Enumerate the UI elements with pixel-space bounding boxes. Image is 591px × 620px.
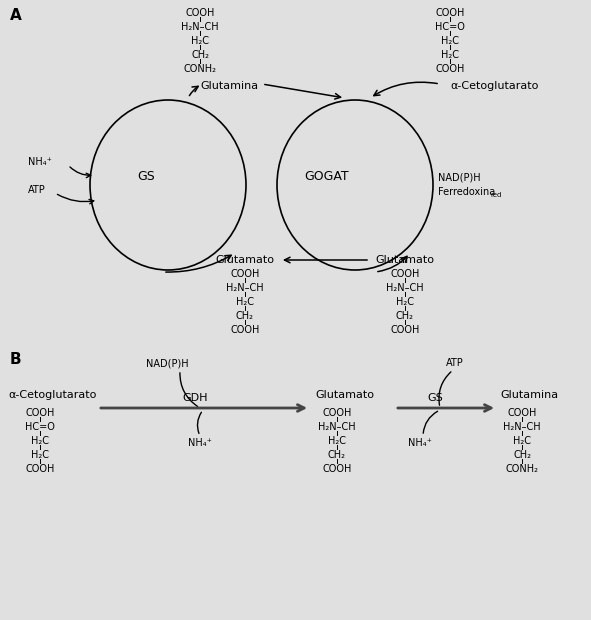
Text: H₂C: H₂C bbox=[31, 436, 49, 446]
Text: H₂C: H₂C bbox=[396, 297, 414, 307]
Text: NAD(P)H: NAD(P)H bbox=[146, 358, 189, 368]
Text: GDH: GDH bbox=[182, 393, 208, 403]
Text: NAD(P)H: NAD(P)H bbox=[438, 172, 480, 182]
Text: H₂C: H₂C bbox=[191, 36, 209, 46]
Text: Glutamina: Glutamina bbox=[500, 390, 558, 400]
Text: CONH₂: CONH₂ bbox=[183, 64, 216, 74]
Text: H₂N–CH: H₂N–CH bbox=[503, 422, 541, 432]
Text: H₂C: H₂C bbox=[513, 436, 531, 446]
Text: H₂C: H₂C bbox=[441, 36, 459, 46]
Text: α-Cetoglutarato: α-Cetoglutarato bbox=[8, 390, 96, 400]
Text: H₂C: H₂C bbox=[31, 450, 49, 460]
Text: GS: GS bbox=[137, 170, 155, 184]
Text: COOH: COOH bbox=[25, 408, 55, 418]
Text: COOH: COOH bbox=[186, 8, 215, 18]
Text: NH₄⁺: NH₄⁺ bbox=[408, 438, 432, 448]
Text: COOH: COOH bbox=[25, 464, 55, 474]
Text: COOH: COOH bbox=[390, 269, 420, 279]
Text: H₂C: H₂C bbox=[441, 50, 459, 60]
Text: H₂C: H₂C bbox=[328, 436, 346, 446]
Text: COOH: COOH bbox=[390, 325, 420, 335]
Text: α-Cetoglutarato: α-Cetoglutarato bbox=[450, 81, 538, 91]
Text: ATP: ATP bbox=[28, 185, 46, 195]
Text: COOH: COOH bbox=[230, 325, 259, 335]
Text: CONH₂: CONH₂ bbox=[505, 464, 538, 474]
Text: Glutamato: Glutamato bbox=[216, 255, 274, 265]
Text: COOH: COOH bbox=[230, 269, 259, 279]
Text: Glutamato: Glutamato bbox=[315, 390, 374, 400]
Text: A: A bbox=[10, 8, 22, 23]
Text: H₂N–CH: H₂N–CH bbox=[318, 422, 356, 432]
Text: GOGAT: GOGAT bbox=[305, 170, 349, 184]
Text: COOH: COOH bbox=[436, 64, 465, 74]
Text: H₂N–CH: H₂N–CH bbox=[181, 22, 219, 32]
Text: COOH: COOH bbox=[507, 408, 537, 418]
Text: COOH: COOH bbox=[322, 464, 352, 474]
Text: H₂C: H₂C bbox=[236, 297, 254, 307]
Text: Glutamato: Glutamato bbox=[375, 255, 434, 265]
Text: HC=O: HC=O bbox=[25, 422, 55, 432]
Text: Glutamina: Glutamina bbox=[200, 81, 258, 91]
Text: GS: GS bbox=[427, 393, 443, 403]
Text: CH₂: CH₂ bbox=[513, 450, 531, 460]
Text: CH₂: CH₂ bbox=[236, 311, 254, 321]
Text: COOH: COOH bbox=[322, 408, 352, 418]
Text: HC=O: HC=O bbox=[435, 22, 465, 32]
Text: CH₂: CH₂ bbox=[191, 50, 209, 60]
Text: ATP: ATP bbox=[446, 358, 464, 368]
Text: red: red bbox=[490, 192, 501, 198]
Text: NH₄⁺: NH₄⁺ bbox=[28, 157, 52, 167]
Text: H₂N–CH: H₂N–CH bbox=[226, 283, 264, 293]
Text: Ferredoxina: Ferredoxina bbox=[438, 187, 495, 197]
Text: COOH: COOH bbox=[436, 8, 465, 18]
Text: H₂N–CH: H₂N–CH bbox=[386, 283, 424, 293]
Text: B: B bbox=[10, 352, 22, 367]
Text: NH₄⁺: NH₄⁺ bbox=[188, 438, 212, 448]
Text: CH₂: CH₂ bbox=[328, 450, 346, 460]
Text: CH₂: CH₂ bbox=[396, 311, 414, 321]
